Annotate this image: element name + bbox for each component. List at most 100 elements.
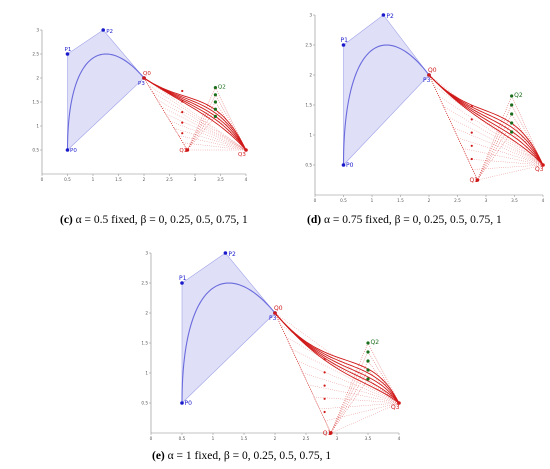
q-control-point	[475, 178, 480, 182]
q-bezier-curve	[274, 312, 400, 404]
q2-beta-dot	[366, 359, 370, 363]
label-q1: Q1	[179, 148, 187, 154]
p-control-polygon	[67, 29, 145, 151]
label-q2: Q2	[371, 339, 380, 346]
q-beta-dot	[181, 100, 184, 103]
y-tick-label: 1	[145, 371, 148, 376]
q-control-point	[541, 163, 545, 167]
p-control-point	[223, 251, 228, 255]
label-p0: P0	[70, 148, 77, 154]
y-tick-label: 3	[309, 13, 312, 18]
x-tick-label: 1	[371, 198, 374, 203]
y-tick-label: 1	[36, 124, 39, 129]
q-hatch-line	[169, 121, 247, 151]
q-bezier-curve	[428, 74, 544, 166]
q-hatch-line	[325, 402, 400, 422]
p-control-polygon	[181, 252, 276, 404]
q2-beta-dot	[510, 103, 514, 107]
x-tick-label: 0.5	[179, 436, 186, 441]
q-beta-dot	[323, 384, 326, 387]
p-control-point	[341, 43, 346, 47]
panel-d-plot: 0 0.5 1 1.5 2 2.5 3 3.5 4 0.5 1 1.5 2 2.5 3 P0 P1 P2 P3 Q0 Q…	[305, 13, 545, 203]
p-control-point	[65, 148, 70, 152]
q2-beta-dot	[366, 341, 370, 345]
q-hatch-line	[165, 113, 247, 151]
label-p1: P1	[179, 275, 187, 282]
q-beta-dot	[323, 410, 326, 414]
x-tick-label: 1	[212, 436, 215, 441]
q-control-polygon	[274, 312, 400, 434]
q2-beta-dot	[213, 114, 217, 118]
label-q1: Q1	[323, 430, 332, 437]
q2-beta-dot	[510, 130, 514, 134]
caption-c-text: α = 0.5 fixed, β = 0, 0.25, 0.5, 0.75, 1	[75, 214, 248, 226]
y-tick-label: 3	[36, 28, 39, 33]
y-tick-label: 2	[309, 73, 312, 78]
x-tick-label: 2	[428, 198, 431, 203]
label-p3: P3	[423, 77, 431, 84]
label-q3: Q3	[238, 152, 246, 158]
label-q2: Q2	[514, 92, 523, 99]
p-control-point	[381, 13, 386, 17]
q-bezier-curve	[274, 312, 400, 404]
p-control-point	[180, 281, 184, 285]
x-tick-label: 2.5	[166, 177, 173, 182]
q2-beta-dot	[510, 94, 514, 98]
x-tick-label: 3.5	[511, 198, 518, 203]
q-bezier-curve	[428, 74, 544, 166]
y-tick-label: 3	[145, 251, 148, 256]
q-bezier-curve	[274, 312, 400, 404]
q-bezier-curve	[143, 77, 247, 151]
y-tick-label: 1.5	[141, 341, 148, 346]
q-beta-dot	[470, 157, 473, 161]
caption-d-text: α = 0.75 fixed, β = 0, 0.25, 0.5, 0.75, …	[323, 214, 502, 226]
x-tick-label: 0	[41, 177, 44, 182]
y-tick-label: 0.5	[141, 401, 148, 406]
label-q1: Q1	[469, 177, 478, 184]
x-tick-label: 2.5	[303, 436, 310, 441]
caption-e: (e) α = 1 fixed, β = 0, 0.25, 0.5, 0.75,…	[152, 450, 331, 462]
label-p2: P2	[106, 29, 113, 35]
label-p2: P2	[386, 13, 394, 20]
q-beta-dot	[323, 397, 326, 400]
q-beta-dot	[470, 131, 473, 134]
x-tick-label: 0	[314, 198, 317, 203]
q2-beta-dot	[213, 93, 217, 97]
x-tick-label: 3	[336, 436, 339, 441]
q-control-point	[397, 401, 401, 405]
label-q0: Q0	[428, 67, 437, 74]
p-control-point	[180, 401, 184, 405]
y-tick-label: 0.5	[32, 148, 39, 153]
label-q3: Q3	[391, 404, 400, 411]
q-hatch-line	[148, 85, 247, 151]
q2-beta-dot	[213, 107, 217, 111]
label-p0: P0	[185, 400, 193, 407]
y-tick-label: 2.5	[305, 43, 312, 48]
q-hatch-line	[443, 106, 544, 166]
p-control-point	[101, 28, 105, 32]
label-p2: P2	[228, 251, 236, 258]
q-control-polygon	[274, 312, 400, 434]
label-p3: P3	[138, 81, 145, 87]
x-tick-label: 1.5	[115, 177, 122, 182]
q-control-point	[329, 431, 333, 435]
q-beta-dot	[181, 121, 184, 124]
label-q3: Q3	[535, 166, 544, 173]
q-control-point	[273, 311, 277, 315]
caption-d: (d) α = 0.75 fixed, β = 0, 0.25, 0.5, 0.…	[307, 214, 502, 226]
panel-c-plot: 0 0.5 1 1.5 2 2.5 3 3.5 4 0.5 1 1.5 2 2.5 3 P0 P1 P2 P3 Q0 Q…	[32, 28, 248, 182]
q2-beta-dot	[213, 100, 217, 104]
panel-c: 0 0.5 1 1.5 2 2.5 3 3.5 4 0.5 1 1.5 2 2.5 3 P0 P1 P2 P3 Q0 Q…	[32, 22, 254, 184]
label-q0: Q0	[143, 71, 151, 77]
q2-beta-dot	[510, 121, 514, 125]
q-beta-dot	[470, 118, 473, 121]
q-hatch-line	[314, 396, 400, 404]
x-tick-label: 3	[485, 198, 488, 203]
q-hatch-line	[462, 148, 544, 166]
x-tick-label: 4	[398, 436, 401, 441]
y-tick-label: 1.5	[32, 100, 39, 105]
q-control-polygon	[274, 312, 400, 434]
label-p3: P3	[269, 315, 277, 322]
x-tick-label: 3	[194, 177, 197, 182]
q-beta-dot	[181, 132, 184, 135]
